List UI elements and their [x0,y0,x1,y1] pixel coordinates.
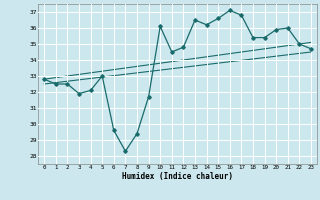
X-axis label: Humidex (Indice chaleur): Humidex (Indice chaleur) [122,172,233,181]
